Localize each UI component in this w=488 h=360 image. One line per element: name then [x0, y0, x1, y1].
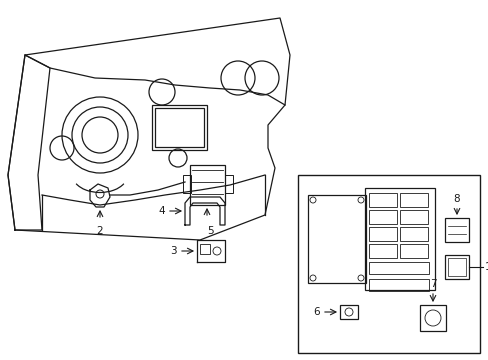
- Bar: [200, 244, 209, 254]
- Bar: [399, 244, 427, 258]
- Text: 8: 8: [453, 194, 459, 204]
- Text: 7: 7: [429, 279, 435, 289]
- Bar: [339, 305, 357, 319]
- Bar: [155, 108, 203, 147]
- Text: 3: 3: [170, 246, 177, 256]
- Text: 4: 4: [158, 206, 164, 216]
- Bar: [368, 210, 396, 224]
- Bar: [368, 279, 428, 291]
- Bar: [447, 258, 465, 276]
- Bar: [152, 105, 206, 150]
- Bar: [368, 193, 396, 207]
- Bar: [364, 188, 434, 290]
- Bar: [399, 227, 427, 241]
- Bar: [444, 218, 468, 242]
- Text: 2: 2: [97, 226, 103, 236]
- Bar: [399, 210, 427, 224]
- Bar: [368, 262, 428, 274]
- Bar: [183, 175, 191, 193]
- Bar: [399, 193, 427, 207]
- Bar: [368, 227, 396, 241]
- Bar: [444, 255, 468, 279]
- Bar: [419, 305, 445, 331]
- Text: 6: 6: [313, 307, 319, 317]
- Text: 1: 1: [484, 262, 488, 272]
- Bar: [190, 165, 224, 205]
- Bar: [224, 175, 232, 193]
- Text: 5: 5: [206, 226, 213, 236]
- Bar: [307, 195, 365, 283]
- Bar: [297, 175, 479, 353]
- Bar: [368, 244, 396, 258]
